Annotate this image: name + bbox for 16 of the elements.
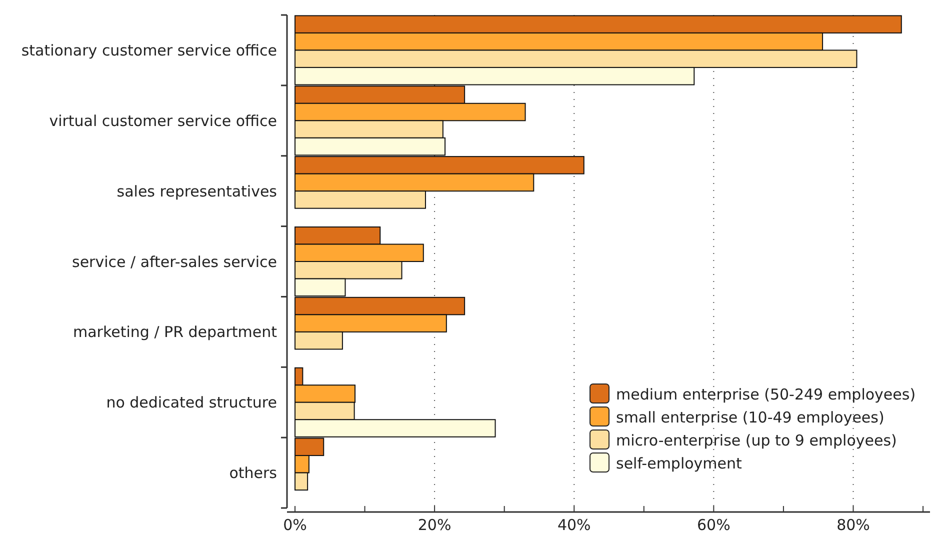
y-tick-label: others	[229, 464, 278, 482]
legend-label: small enterprise (10-49 employees)	[616, 408, 884, 426]
y-tick-label: sales representatives	[116, 182, 278, 200]
y-tick-label: virtual customer service office	[49, 112, 277, 130]
x-tick-label: 0%	[283, 516, 307, 534]
y-tick-label: stationary customer service office	[21, 41, 277, 60]
x-tick-label: 80%	[836, 516, 870, 534]
y-tick-label: service / after-sales service	[72, 252, 277, 271]
legend-label: micro-enterprise (up to 9 employees)	[616, 431, 897, 450]
y-tick-label: no dedicated structure	[106, 394, 277, 412]
legend-label: self-employment	[616, 454, 742, 472]
legend-label: medium enterprise (50-249 employees)	[616, 385, 916, 404]
x-tick-label: 60%	[697, 516, 730, 534]
x-tick-label: 20%	[418, 516, 452, 534]
x-tick-label: 40%	[557, 516, 591, 534]
y-tick-label: marketing / PR department	[73, 323, 278, 342]
